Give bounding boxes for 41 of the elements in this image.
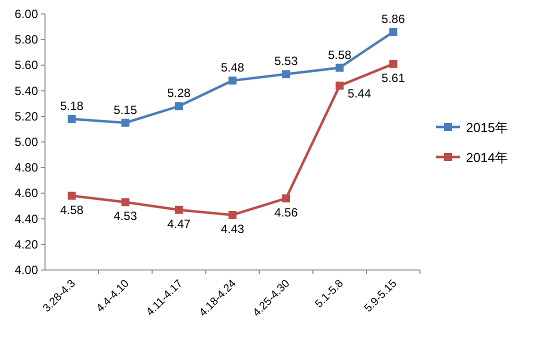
y-tick-label: 5.00 (14, 135, 38, 149)
point (336, 64, 344, 72)
data-label: 5.28 (167, 86, 191, 100)
data-label: 5.15 (114, 102, 138, 117)
point (336, 82, 344, 90)
y-tick-label: 5.40 (14, 84, 38, 98)
legend-label: 2014年 (466, 150, 508, 165)
point (228, 210, 236, 219)
data-label: 5.18 (60, 98, 84, 113)
point (174, 206, 183, 214)
y-tick-label: 4.80 (14, 160, 38, 175)
point (68, 114, 76, 123)
y-tick-label: 5.80 (14, 32, 38, 47)
y-tick-label: 5.60 (14, 58, 38, 72)
data-label: 4.53 (114, 209, 138, 224)
y-tick-label: 4.00 (14, 263, 38, 277)
data-label: 5.58 (328, 48, 352, 62)
data-label: 4.58 (60, 202, 84, 217)
point (174, 102, 183, 110)
point (282, 194, 290, 202)
data-label: 4.56 (274, 205, 298, 220)
y-tick-label: 4.40 (14, 212, 38, 226)
data-label: 4.43 (220, 222, 244, 236)
y-tick-label: 5.20 (14, 109, 38, 124)
y-tick-label: 4.20 (14, 237, 38, 252)
y-tick-label: 4.60 (14, 186, 38, 200)
point (68, 192, 76, 200)
point (228, 76, 236, 85)
point (389, 60, 398, 68)
legend-label: 2015年 (466, 120, 508, 135)
y-tick-label: 6.00 (14, 7, 38, 21)
point (121, 198, 130, 206)
data-label: 5.61 (382, 70, 406, 85)
data-label: 5.48 (220, 60, 244, 75)
data-label: 5.86 (382, 12, 406, 26)
point (389, 28, 398, 36)
point (282, 70, 290, 78)
data-label: 4.47 (167, 216, 191, 231)
data-label: 5.44 (348, 86, 372, 101)
data-label: 5.53 (274, 54, 298, 68)
point (121, 118, 130, 127)
